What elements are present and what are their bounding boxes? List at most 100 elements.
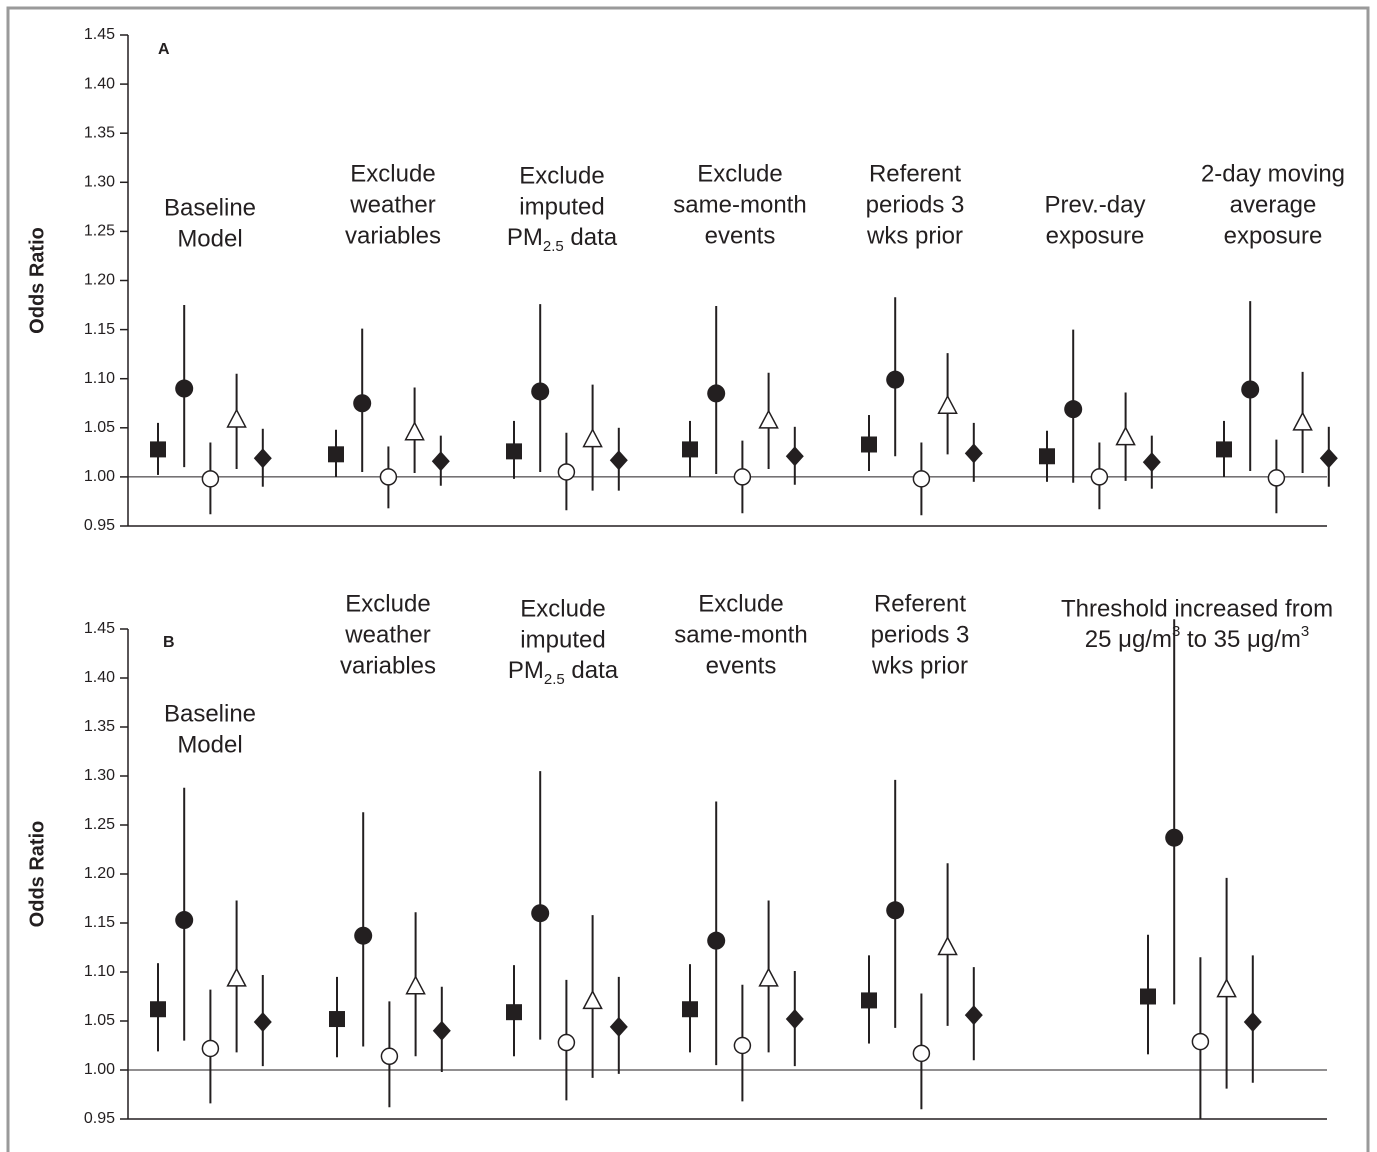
- group-label: Prev.-day: [1045, 191, 1146, 218]
- marker-circle: [175, 379, 194, 398]
- marker-square: [682, 1001, 698, 1018]
- group-label: Model: [177, 225, 242, 252]
- y-tick-label: 1.05: [84, 419, 115, 436]
- group-label: Exclude: [698, 590, 783, 617]
- group-label: exposure: [1046, 222, 1145, 249]
- y-tick-label: 1.35: [84, 718, 115, 735]
- marker-open-circle: [380, 1047, 399, 1066]
- marker-circle: [175, 911, 194, 930]
- marker-open-triangle: [758, 967, 779, 987]
- marker-circle: [531, 904, 550, 923]
- group-label: Baseline: [164, 194, 256, 221]
- marker-square: [1140, 988, 1156, 1005]
- y-tick-label: 0.95: [84, 517, 115, 534]
- y-tick-label: 1.45: [84, 26, 115, 43]
- group-label: imputed: [519, 193, 604, 220]
- marker-open-triangle: [758, 409, 779, 429]
- group-label: Baseline: [164, 700, 256, 727]
- marker-diamond: [964, 443, 983, 464]
- y-tick-label: 0.95: [84, 1110, 115, 1127]
- y-tick-label: 1.45: [84, 620, 115, 637]
- group-label: Exclude: [520, 595, 605, 622]
- marker-diamond: [1243, 1011, 1262, 1032]
- marker-open-triangle: [404, 421, 425, 441]
- marker-circle: [1165, 828, 1184, 847]
- marker-diamond: [964, 1005, 983, 1026]
- marker-diamond: [1142, 452, 1161, 473]
- marker-open-triangle: [937, 394, 958, 414]
- y-tick-label: 1.40: [84, 75, 115, 92]
- group-label: PM2.5 data: [507, 224, 618, 255]
- marker-square: [861, 436, 877, 453]
- marker-open-circle: [1090, 468, 1109, 486]
- marker-open-circle: [1191, 1032, 1210, 1051]
- marker-circle: [886, 901, 905, 920]
- marker-open-circle: [201, 470, 220, 488]
- y-tick-label: 1.10: [84, 963, 115, 980]
- y-tick-label: 1.20: [84, 272, 115, 289]
- marker-square: [150, 1001, 166, 1018]
- marker-diamond: [431, 451, 450, 472]
- group-label: variables: [345, 222, 441, 249]
- marker-square: [1039, 448, 1055, 465]
- group-label: exposure: [1224, 222, 1323, 249]
- y-tick-label: 1.05: [84, 1012, 115, 1029]
- group-label: imputed: [520, 626, 605, 653]
- marker-circle: [1064, 400, 1083, 419]
- marker-circle: [707, 384, 726, 403]
- group-label: 2-day moving: [1201, 160, 1345, 187]
- y-tick-label: 1.20: [84, 865, 115, 882]
- label-part: to 35 μg/m: [1180, 626, 1301, 653]
- group-label: Referent: [869, 160, 961, 187]
- group-label: wks prior: [871, 652, 968, 679]
- group-label: periods 3: [866, 191, 965, 218]
- marker-open-circle: [912, 1044, 931, 1063]
- label-superscript: 3: [1301, 623, 1309, 640]
- marker-square: [506, 443, 522, 460]
- label-part: PM: [507, 224, 543, 251]
- marker-square: [329, 1011, 345, 1028]
- group-label: Threshold increased from: [1061, 595, 1333, 622]
- group-label: events: [705, 222, 776, 249]
- marker-square: [150, 441, 166, 458]
- group-label: weather: [344, 621, 430, 648]
- marker-square: [861, 992, 877, 1009]
- y-tick-label: 1.25: [84, 816, 115, 833]
- marker-open-circle: [733, 468, 752, 486]
- label-part: data: [564, 224, 618, 251]
- marker-open-circle: [201, 1039, 220, 1058]
- group-label: average: [1230, 191, 1317, 218]
- y-tick-label: 1.30: [84, 174, 115, 191]
- y-tick-label: 1.00: [84, 468, 115, 485]
- marker-open-circle: [733, 1036, 752, 1055]
- group-label: Referent: [874, 590, 966, 617]
- group-label: Exclude: [345, 590, 430, 617]
- marker-open-triangle: [226, 408, 247, 428]
- label-part: PM: [508, 657, 544, 684]
- y-tick-label: 1.00: [84, 1061, 115, 1078]
- y-tick-label: 1.35: [84, 124, 115, 141]
- marker-open-triangle: [937, 935, 958, 956]
- y-tick-label: 1.15: [84, 321, 115, 338]
- marker-circle: [707, 931, 726, 950]
- marker-diamond: [609, 1016, 628, 1037]
- y-tick-label: 1.40: [84, 669, 115, 686]
- group-label: 25 μg/m3 to 35 μg/m3: [1085, 623, 1309, 653]
- label-part: 25 μg/m: [1085, 626, 1172, 653]
- y-tick-label: 1.10: [84, 370, 115, 387]
- marker-diamond: [785, 446, 804, 467]
- group-label: Exclude: [519, 162, 604, 189]
- group-label: Exclude: [350, 160, 435, 187]
- label-subscript: 2.5: [544, 671, 565, 688]
- group-label: variables: [340, 652, 436, 679]
- marker-square: [328, 446, 344, 463]
- group-label: periods 3: [871, 621, 970, 648]
- marker-open-circle: [557, 463, 576, 481]
- marker-open-triangle: [1216, 978, 1237, 998]
- label-subscript: 2.5: [543, 238, 564, 255]
- marker-circle: [886, 370, 905, 389]
- group-label: wks prior: [866, 222, 963, 249]
- marker-diamond: [785, 1009, 804, 1030]
- label-superscript: 3: [1172, 623, 1180, 640]
